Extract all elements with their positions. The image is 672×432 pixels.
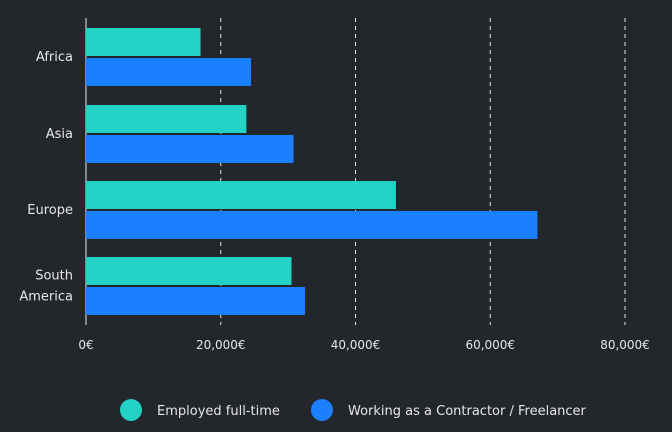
x-tick-label-4: 80,000€ bbox=[600, 338, 650, 352]
legend-label-1: Working as a Contractor / Freelancer bbox=[348, 404, 587, 419]
category-label-1-0: Asia bbox=[46, 127, 73, 142]
legend-swatch-1 bbox=[311, 399, 333, 421]
bar-working-3 bbox=[86, 287, 305, 315]
bar-employed-0 bbox=[86, 28, 201, 56]
legend-label-0: Employed full-time bbox=[157, 404, 280, 419]
bar-working-0 bbox=[86, 58, 252, 86]
x-tick-label-3: 60,000€ bbox=[465, 338, 515, 352]
bar-employed-2 bbox=[86, 181, 396, 209]
bar-working-2 bbox=[86, 211, 538, 239]
category-label-0-0: Africa bbox=[36, 50, 73, 65]
x-tick-label-2: 40,000€ bbox=[331, 338, 381, 352]
category-label-3-0: South bbox=[35, 269, 73, 284]
legend-swatch-0 bbox=[120, 399, 142, 421]
bar-employed-1 bbox=[86, 105, 247, 133]
category-label-2-0: Europe bbox=[27, 203, 73, 218]
bar-employed-3 bbox=[86, 257, 292, 285]
x-tick-label-1: 20,000€ bbox=[196, 338, 246, 352]
bar-working-1 bbox=[86, 135, 294, 163]
x-tick-label-0: 0€ bbox=[78, 338, 93, 352]
category-label-3-1: America bbox=[19, 290, 73, 305]
